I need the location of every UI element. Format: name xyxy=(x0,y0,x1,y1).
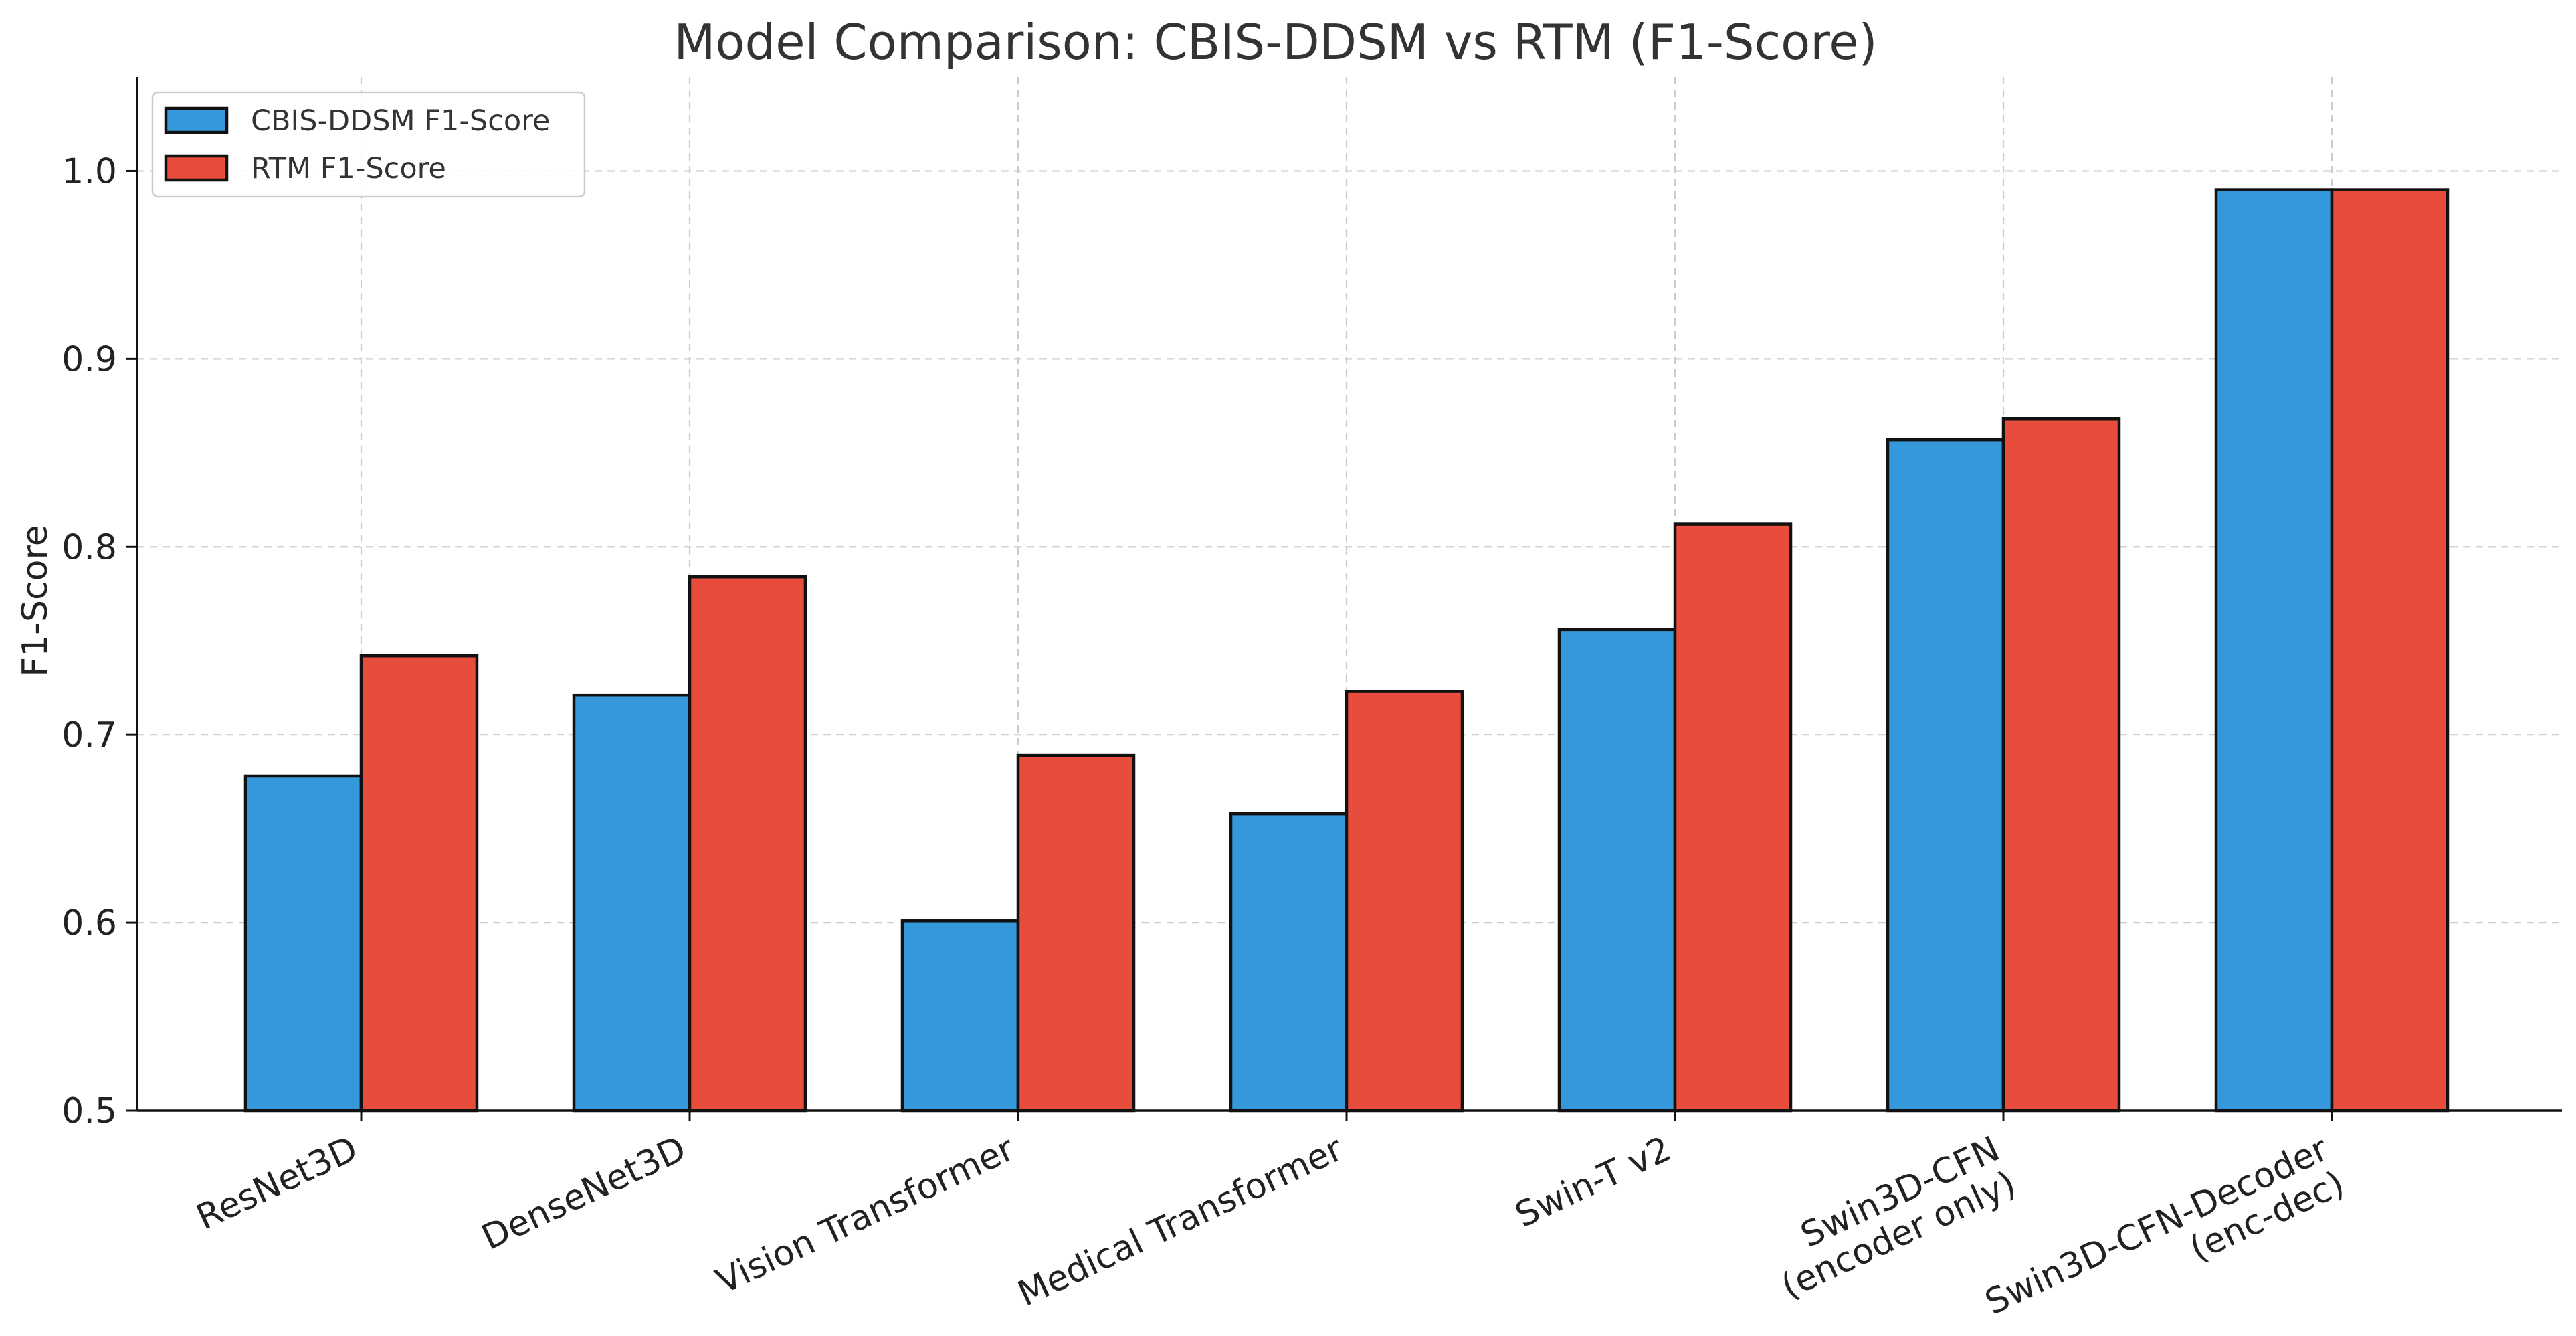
x-tick-label: Swin3D-CFN(encoder only) xyxy=(1759,1129,2022,1307)
axes xyxy=(136,77,2562,1112)
x-tick-label: Swin-T v2 xyxy=(1509,1129,1677,1236)
x-tick-label: Vision Transformer xyxy=(710,1129,1021,1302)
bar-rtm-5 xyxy=(2001,417,2121,1113)
x-tick-label: Swin3D-CFN-Decoder(enc-dec) xyxy=(1979,1129,2351,1336)
bar-cbis-2 xyxy=(900,919,1020,1113)
legend-swatch-rtm xyxy=(164,154,229,182)
bar-cbis-4 xyxy=(1557,628,1677,1113)
bar-rtm-2 xyxy=(1016,753,1136,1113)
x-tick-label: ResNet3D xyxy=(191,1129,364,1238)
chart-title: Model Comparison: CBIS-DDSM vs RTM (F1-S… xyxy=(674,14,1877,70)
bar-rtm-4 xyxy=(1673,522,1793,1113)
bar-rtm-3 xyxy=(1345,690,1464,1113)
x-tick-label-line: Vision Transformer xyxy=(710,1129,1021,1302)
y-tick-label: 1.0 xyxy=(62,151,117,191)
x-tick-label: Medical Transformer xyxy=(1012,1129,1349,1315)
bar-cbis-0 xyxy=(243,774,363,1113)
x-tick-label-line: Swin-T v2 xyxy=(1509,1129,1677,1236)
y-tick-label: 0.5 xyxy=(62,1091,117,1131)
x-tick-label-line: DenseNet3D xyxy=(476,1129,692,1258)
bar-rtm-0 xyxy=(359,654,479,1113)
x-tick-label-line: Medical Transformer xyxy=(1012,1129,1349,1315)
y-tick-label: 0.6 xyxy=(62,903,117,943)
x-tick-label-line: ResNet3D xyxy=(191,1129,364,1238)
x-tick-label: DenseNet3D xyxy=(476,1129,692,1258)
y-tick-label: 0.9 xyxy=(62,339,117,379)
legend-label-rtm: RTM F1-Score xyxy=(251,152,446,185)
bar-cbis-1 xyxy=(572,693,692,1113)
y-tick-label: 0.7 xyxy=(62,715,117,755)
bars xyxy=(243,188,2450,1113)
legend: CBIS-DDSM F1-Score RTM F1-Score xyxy=(151,91,586,198)
y-axis-label: F1-Score xyxy=(15,524,56,676)
legend-frame xyxy=(151,91,586,198)
bar-cbis-3 xyxy=(1229,812,1349,1113)
bar-rtm-1 xyxy=(688,575,807,1113)
bar-rtm-6 xyxy=(2330,188,2450,1113)
legend-swatch-cbis xyxy=(164,106,229,134)
bar-cbis-5 xyxy=(1886,438,2005,1113)
legend-label-cbis: CBIS-DDSM F1-Score xyxy=(251,104,550,138)
y-tick-label: 0.8 xyxy=(62,527,117,567)
bar-cbis-6 xyxy=(2214,188,2334,1113)
